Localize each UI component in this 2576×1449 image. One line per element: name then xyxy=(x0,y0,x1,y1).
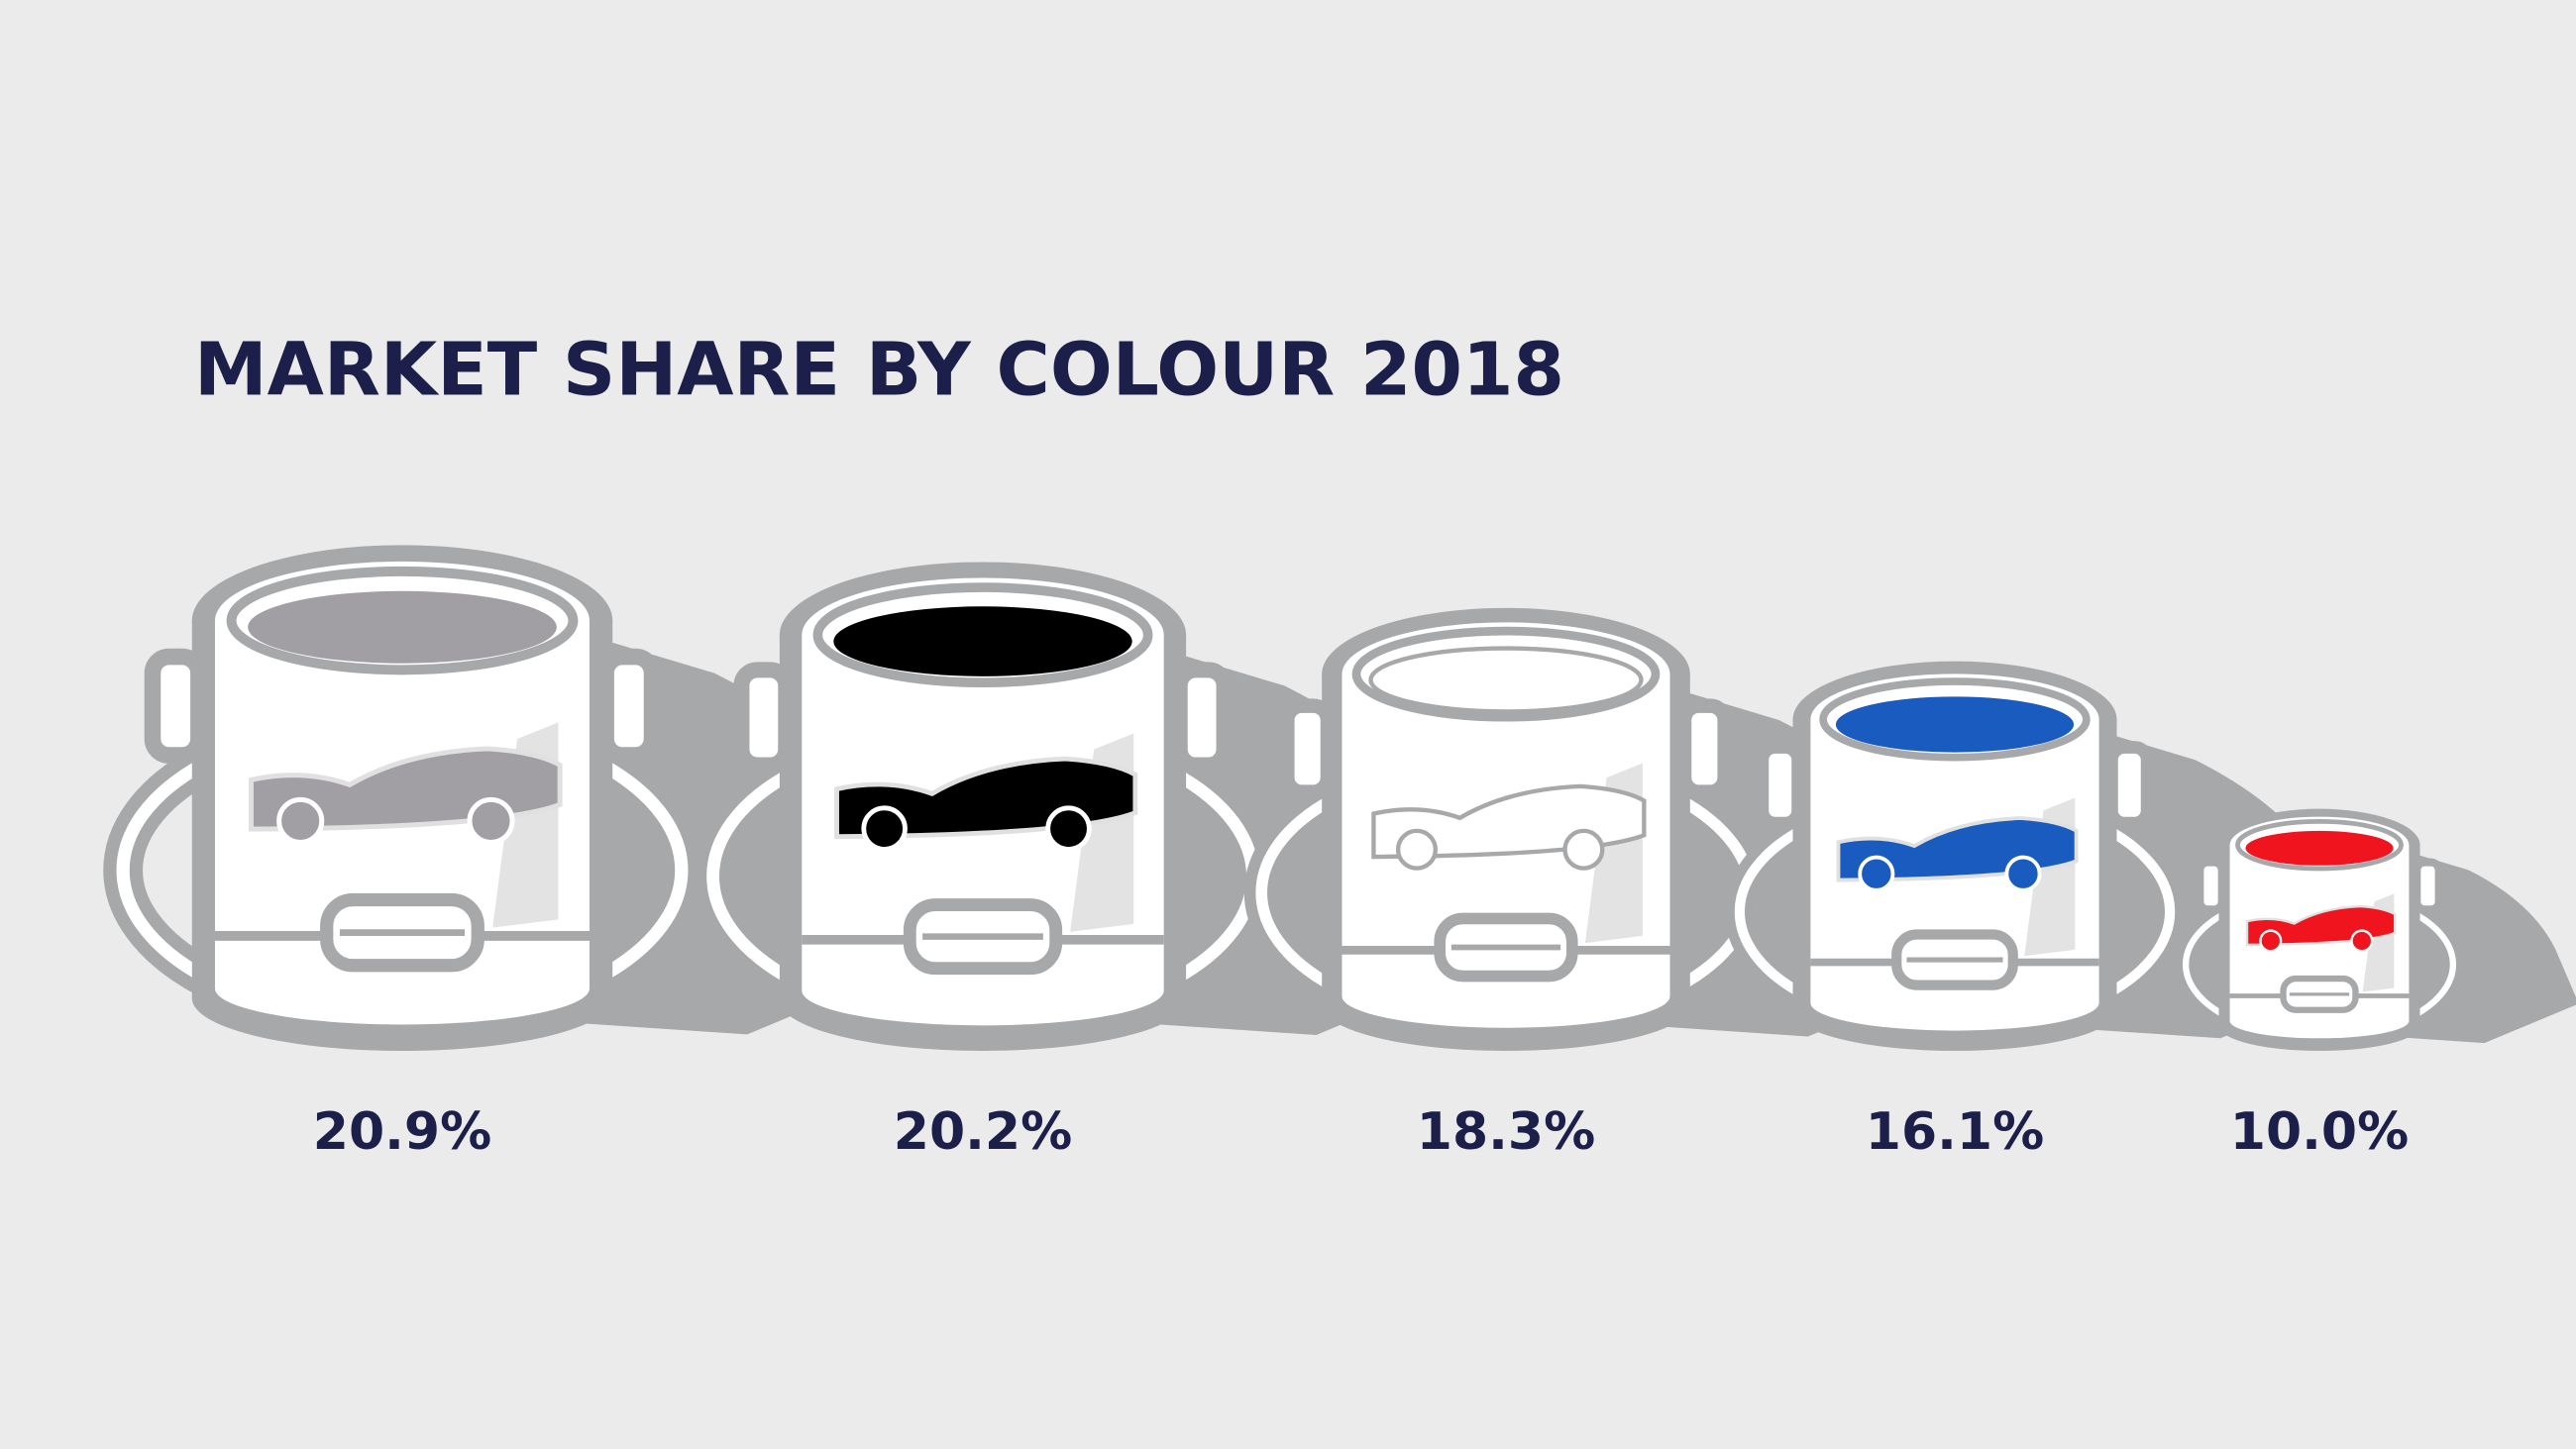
can-ear xyxy=(733,662,795,774)
car-wheel xyxy=(1562,828,1605,871)
can-ear xyxy=(2196,858,2226,914)
value-label: 20.9% xyxy=(313,1102,491,1162)
paint xyxy=(248,590,557,664)
car-wheel xyxy=(1858,855,1895,892)
paint xyxy=(2245,830,2394,866)
can-ear xyxy=(1756,741,1805,830)
car-wheel xyxy=(2350,929,2374,953)
can-ear xyxy=(1171,662,1233,774)
car-wheel xyxy=(1395,828,1439,871)
paint xyxy=(1368,646,1644,714)
can-ear xyxy=(597,648,661,764)
can-ear xyxy=(1280,698,1336,799)
car-wheel xyxy=(467,796,515,845)
paint-can xyxy=(2176,808,2576,1051)
paint-can xyxy=(103,545,945,1051)
value-label: 18.3% xyxy=(1417,1102,1595,1162)
can-ear xyxy=(2104,741,2154,830)
car-wheel xyxy=(2259,929,2283,953)
can-ear xyxy=(2413,858,2443,914)
value-label: 16.1% xyxy=(1866,1102,2044,1162)
can-ear xyxy=(144,648,207,764)
value-label: 10.0% xyxy=(2230,1102,2409,1162)
car-wheel xyxy=(2004,855,2042,892)
paint xyxy=(833,606,1132,676)
paint xyxy=(1835,696,2075,753)
can-ear xyxy=(1676,698,1732,799)
car-wheel xyxy=(276,796,325,845)
chart-title: MARKET SHARE BY COLOUR 2018 xyxy=(194,328,1564,413)
car-wheel xyxy=(1045,805,1092,852)
car-wheel xyxy=(861,805,908,852)
value-label: 20.2% xyxy=(894,1102,1072,1162)
